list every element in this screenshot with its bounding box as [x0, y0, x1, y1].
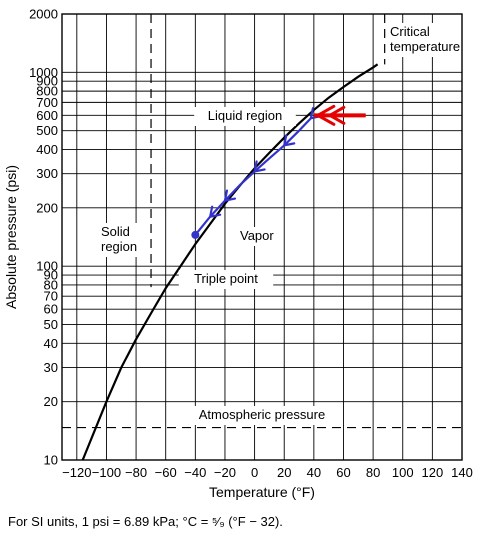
y-tick-label: 300 — [36, 166, 58, 181]
vapor-label: Vapor — [240, 228, 274, 243]
ticks: −120 −100 −80 −60 −40 −20 0 20 40 60 80 100 120 140 10… — [29, 7, 473, 481]
y-axis-title: Absolute pressure (psi) — [3, 165, 19, 309]
y-tick-label: 500 — [36, 123, 58, 138]
x-tick-label: −60 — [155, 465, 177, 480]
triple-point-label: Triple point — [194, 271, 258, 286]
y-tick-label: 10 — [44, 453, 58, 468]
solid-region-label-bg — [97, 223, 149, 257]
x-tick-label: −120 — [62, 465, 91, 480]
critical-temperature-label-bg — [386, 23, 474, 57]
x-tick-label: −80 — [125, 465, 147, 480]
x-tick-label: −20 — [214, 465, 236, 480]
y-tick-label: 2000 — [29, 7, 58, 22]
y-tick-label: 800 — [36, 84, 58, 99]
y-tick-label: 900 — [36, 74, 58, 89]
x-tick-label: 20 — [277, 465, 291, 480]
blue-arrowhead — [282, 134, 296, 147]
liquid-region-label-bg — [194, 107, 296, 126]
region-labels: Critical temperature Liquid region Solid reg… — [97, 23, 474, 425]
y-tick-label: 400 — [36, 142, 58, 157]
x-tick-label: 100 — [392, 465, 414, 480]
blue-arrowhead — [223, 189, 237, 202]
blue-arrowhead — [253, 160, 266, 173]
x-tick-label: 140 — [451, 465, 473, 480]
x-tick-label: −40 — [184, 465, 206, 480]
y-tick-label: 700 — [36, 95, 58, 110]
y-tick-label: 40 — [44, 336, 58, 351]
y-tick-label: 1000 — [29, 65, 58, 80]
atmospheric-pressure-label-bg — [186, 406, 338, 425]
y-tick-label: 80 — [44, 277, 58, 292]
blue-arrowhead — [208, 205, 222, 219]
footnote: For SI units, 1 psi = 6.89 kPa; °C = ⁵⁄₉… — [8, 514, 283, 529]
y-tick-label: 70 — [44, 289, 58, 304]
y-tick-label: 600 — [36, 108, 58, 123]
x-tick-label: 0 — [251, 465, 258, 480]
critical-temperature-label: Critical temperature — [390, 24, 460, 54]
series — [81, 63, 379, 461]
solid-region-label: Solid region — [101, 224, 137, 254]
x-tick-label: 80 — [366, 465, 380, 480]
x-tick-label: 120 — [422, 465, 444, 480]
x-axis-title: Temperature (°F) — [209, 484, 315, 500]
y-tick-label: 50 — [44, 317, 58, 332]
y-tick-label: 30 — [44, 360, 58, 375]
vapor-label-bg — [236, 227, 280, 246]
expansion-path-line — [194, 117, 312, 236]
plot-frame — [61, 13, 463, 461]
blue-start-dot — [191, 230, 200, 239]
reference-lines — [62, 14, 462, 429]
y-tick-label: 100 — [36, 259, 58, 274]
y-tick-label: 200 — [36, 200, 58, 215]
x-tick-label: 40 — [307, 465, 321, 480]
red-arrowhead-inner — [326, 105, 346, 125]
y-tick-label: 90 — [44, 268, 58, 283]
atmospheric-pressure-label: Atmospheric pressure — [199, 407, 325, 422]
y-tick-label: 20 — [44, 394, 58, 409]
y-tick-label: 60 — [44, 302, 58, 317]
liquid-region-label: Liquid region — [208, 108, 282, 123]
x-tick-label: 60 — [336, 465, 350, 480]
red-arrowhead — [314, 104, 336, 126]
x-tick-label: −100 — [92, 465, 121, 480]
triple-point-label-bg — [178, 270, 274, 289]
